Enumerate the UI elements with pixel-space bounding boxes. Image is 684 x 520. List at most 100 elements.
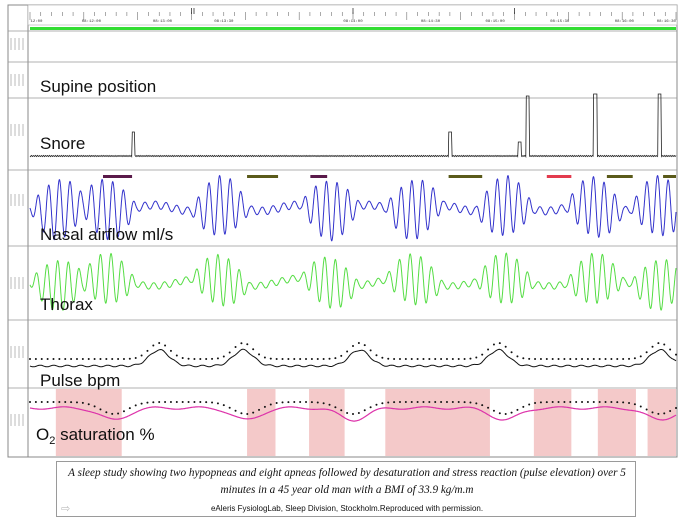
pulse-dot [651,345,654,348]
pulse-dot [457,357,460,360]
pulse-dot [422,358,425,360]
spo2-dot [169,401,172,404]
spo2-dot [340,409,343,412]
spo2-dot [628,401,631,404]
spo2-dot [175,401,178,404]
spo2-dot [551,401,554,404]
desaturation-regions [55,389,676,456]
spo2-dot [193,401,196,404]
spo2-dot [258,408,261,411]
pulse-dot [263,356,266,359]
pulse-dot [152,344,155,347]
pulse-dot [616,357,619,360]
desaturation-band [647,389,676,456]
pulse-dot [592,358,595,360]
pulse-dot [287,357,290,360]
pulse-dot [440,358,443,360]
pulse-dot [70,358,73,360]
pulse-dot [169,349,172,352]
pulse-dot [675,353,677,356]
pulse-dot [29,358,31,360]
pulse-dot [375,354,378,357]
pulse-dot [122,357,125,360]
pulse-dot [322,357,325,360]
spo2-dot [252,411,255,414]
pulse-dot [246,343,249,346]
pulse-dot [240,342,243,345]
spo2-dot [663,412,666,415]
spo2-dot [357,411,360,414]
spo2-dot [487,406,490,409]
airflow-label: Nasal airflow ml/s [40,225,173,244]
spo2-dot [205,401,208,404]
pulse-dot [498,342,501,345]
apnea-marker [606,175,633,178]
spo2-dot [281,401,284,404]
pulse-dot [463,357,466,360]
spo2-dot [40,401,43,403]
pulse-dot [105,357,108,360]
time-tick-label: 08:15:30 [550,20,570,24]
pulse-dot [528,357,531,360]
pulse-dot [228,351,231,354]
pulse-dot [434,358,437,360]
time-tick-label: 08:16:00 [615,20,635,24]
pulse-dot [117,357,120,360]
spo2-dot [128,407,131,410]
pulse-dot [545,357,548,360]
spo2-dot [216,402,219,405]
apnea-markers [102,175,676,178]
time-axis: 12:00 08:12:00 08:13:00 08:13:30 08:14:00 08:… [27,4,678,26]
pulse-dot [575,358,578,360]
pulse-dot [340,354,343,357]
spo2-dot [181,401,184,404]
spo2-dot [463,401,466,404]
spo2-dot [334,406,337,409]
pulse-dot [216,357,219,360]
pulse-dot [128,357,131,360]
spo2-dot [387,401,390,404]
supine-bar [30,27,676,30]
time-tick-label: 08:16:30 [657,20,677,24]
pulse-dot [416,358,419,360]
pulse-dot [369,349,372,352]
desaturation-band [247,389,276,456]
spo2-dot [81,401,84,404]
pulse-dot [346,350,349,353]
desaturation-band [309,389,345,456]
pulse-dot [222,355,225,358]
spo2-dot [87,403,90,406]
spo2-dot [592,401,595,404]
time-tick-label: 08:13:30 [214,20,234,24]
spo2-dot [246,412,249,415]
signal-traces [29,93,677,422]
spo2-dot [492,409,495,412]
spo2-dot [434,401,437,404]
spo2-dot [639,405,642,408]
spo2-dot [657,412,660,415]
spo2-dot [99,408,102,411]
time-tick-label: 08:12:00 [82,20,102,24]
channel-separators [8,30,677,426]
pulse-dot [187,357,190,360]
airflow-trace [29,174,677,242]
pulse-dot [99,358,102,360]
pulse-dot [363,344,366,347]
time-tick-label: 12:00 [30,20,43,24]
spo2-dot [410,401,413,404]
pulse-dot [581,358,584,360]
pulse-dot [357,342,360,345]
spo2-dot [404,401,407,404]
pulse-dot [622,357,625,360]
spo2-dot [46,401,49,404]
pulse-dot [557,358,560,360]
spo2-dot [140,402,143,405]
spo2-dot [598,401,601,404]
spo2-dot [275,402,278,405]
pulse-dot [316,357,319,360]
pulse-dot [58,358,61,360]
pulse-dot [87,358,90,360]
spo2-dot [111,412,114,415]
spo2-dot [557,401,560,404]
pulse-dot [52,358,55,360]
